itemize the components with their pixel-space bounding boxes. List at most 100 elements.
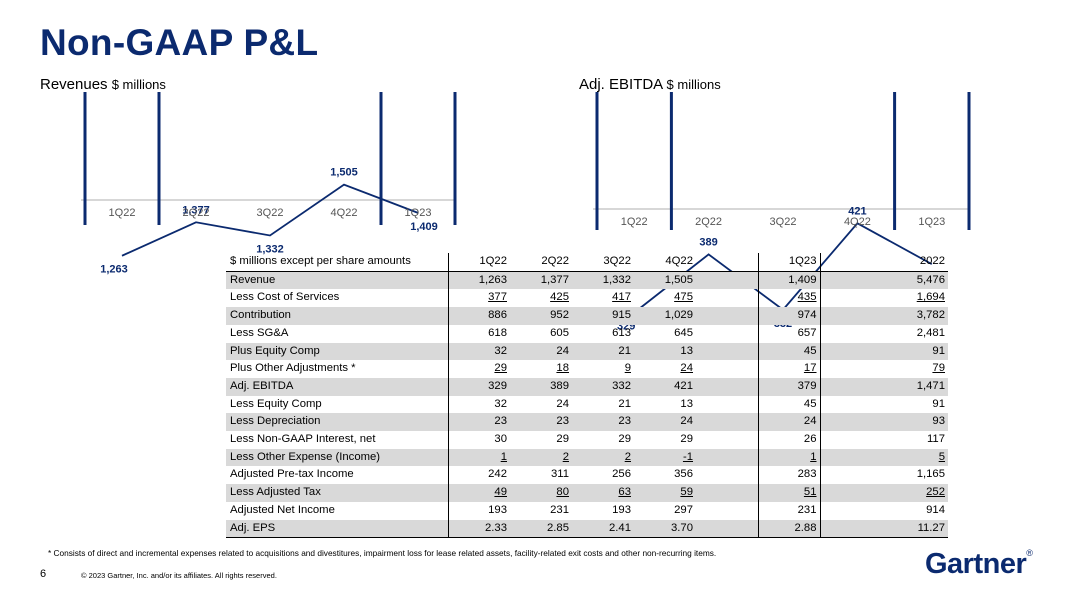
pl-value-text: 29 xyxy=(680,433,693,446)
pl-row-value: 915 xyxy=(572,307,634,325)
pl-value-text: 9 xyxy=(624,362,631,375)
pl-row-gap xyxy=(696,342,758,361)
pl-row-value: 1 xyxy=(447,448,510,467)
revenues-chart-title: Revenues $ millions xyxy=(40,76,166,93)
pl-value-text: 605 xyxy=(550,326,569,339)
data-label: 421 xyxy=(848,205,866,217)
revenues-chart-title-text: Revenues xyxy=(40,76,108,93)
pl-row-value: 3.70 xyxy=(634,519,696,539)
pl-row-value: 93 xyxy=(819,413,948,432)
pl-value-text: 297 xyxy=(674,503,693,516)
pl-value-text: 1,505 xyxy=(664,273,693,286)
pl-value-text: 914 xyxy=(926,503,945,516)
pl-row-value: 29 xyxy=(510,431,572,449)
ebitda-chart-title-text: Adj. EBITDA xyxy=(579,76,663,93)
pl-value-text: 242 xyxy=(488,468,507,481)
pl-row-value: 417 xyxy=(572,289,634,307)
ebitda-line-chart: 3293893324213791Q222Q223Q224Q221Q23 xyxy=(593,92,971,333)
pl-row-value: 32 xyxy=(447,395,510,414)
pl-table-row: Adj. EPS 2.33 2.85 2.41 3.70 2.88 11.27 xyxy=(226,519,948,539)
pl-value-text: 26 xyxy=(803,433,817,446)
pl-row-gap xyxy=(696,448,758,467)
pl-row-value: 3,782 xyxy=(819,307,948,325)
pl-row-value: 1,165 xyxy=(819,466,948,485)
pl-value-text: 283 xyxy=(797,468,817,481)
pl-row-value: 379 xyxy=(757,377,820,396)
revenues-line-chart: 1,263 1,377 1,332 1,505 1,409 1Q22 2Q22 3Q22 4Q2… xyxy=(81,92,457,276)
pl-row-value: 914 xyxy=(819,501,948,520)
pl-row-value: 24 xyxy=(510,342,572,361)
pl-row-label: Less Depreciation xyxy=(226,413,448,432)
pl-row-label: Less Other Expense (Income) xyxy=(226,448,448,467)
pl-value-text: 379 xyxy=(797,379,817,392)
pl-value-text: 1,165 xyxy=(916,468,945,481)
pl-value-text: 23 xyxy=(618,415,631,428)
pl-row-label: Less SG&A xyxy=(230,326,289,339)
pl-row-value: 645 xyxy=(634,325,696,343)
pl-row-value: -1 xyxy=(634,448,696,467)
pl-header-period: 4Q22 xyxy=(634,253,696,272)
pl-row-value: 1,471 xyxy=(819,377,948,396)
pl-row-value: 377 xyxy=(447,289,510,308)
pl-row-value: 1,409 xyxy=(757,271,820,290)
pl-row-value: 2.33 xyxy=(447,519,510,539)
pl-row-value: 24 xyxy=(634,360,696,378)
pl-header-period: 2Q22 xyxy=(510,253,572,272)
pl-row-gap xyxy=(696,360,758,378)
pl-row-value: 49 xyxy=(447,484,510,502)
pl-row-gap xyxy=(696,431,758,449)
pl-table-row: Plus Other Adjustments * 29 18 9 24 17 79 xyxy=(226,360,948,378)
pl-value-text: 256 xyxy=(612,468,631,481)
pl-row-label: Adj. EPS xyxy=(226,519,448,539)
pl-row-label: Contribution xyxy=(226,307,448,325)
pl-row-value: 613 xyxy=(572,325,634,343)
pl-header-label: $ millions except per share amounts xyxy=(226,253,448,272)
pl-row-value: 79 xyxy=(819,360,948,378)
pl-value-text: 1 xyxy=(810,450,817,463)
pl-value-text: 252 xyxy=(926,486,945,499)
x-tick-label: 1Q23 xyxy=(918,216,945,228)
pl-row-gap xyxy=(696,289,758,307)
pl-row-value: 59 xyxy=(634,484,696,502)
pl-row-value: 389 xyxy=(510,377,572,396)
pl-table: $ millions except per share amounts 1Q22 2… xyxy=(226,253,948,539)
data-label: 1,505 xyxy=(330,167,358,179)
pl-value-text: 613 xyxy=(612,326,631,339)
pl-row-value: 2 xyxy=(510,448,572,467)
data-label: 389 xyxy=(699,236,717,248)
pl-table-row: Less SG&A 618 605 613 645 657 2,481 xyxy=(226,324,948,343)
pl-row-value: 1,029 xyxy=(634,307,696,325)
pl-value-text: 915 xyxy=(612,309,631,322)
pl-value-text: 421 xyxy=(674,379,693,392)
pl-row-value: 421 xyxy=(634,377,696,396)
pl-value-text: 80 xyxy=(556,486,569,499)
pl-value-text: 5,476 xyxy=(916,273,945,286)
pl-value-text: 311 xyxy=(550,468,569,481)
pl-value-text: 193 xyxy=(612,503,631,516)
pl-row-value: 605 xyxy=(510,325,572,343)
pl-row-value: 297 xyxy=(634,502,696,520)
pl-value-text: 45 xyxy=(803,397,817,410)
pl-value-text: 18 xyxy=(556,362,569,375)
pl-row-value: 435 xyxy=(757,289,820,308)
pl-value-text: 49 xyxy=(494,486,507,499)
pl-value-text: 2.85 xyxy=(547,521,569,534)
pl-value-text: 24 xyxy=(803,415,817,428)
pl-row-value: 24 xyxy=(634,413,696,432)
pl-row-gap xyxy=(696,413,758,432)
pl-row-value: 329 xyxy=(447,377,510,396)
revenues-chart-unit: $ millions xyxy=(111,77,166,92)
copyright: © 2023 Gartner, Inc. and/or its affiliat… xyxy=(81,571,277,580)
pl-row-value: 2.41 xyxy=(572,519,634,539)
x-tick-label: 3Q22 xyxy=(770,216,797,228)
pl-row-value: 91 xyxy=(819,395,948,414)
pl-header-period: 1Q23 xyxy=(757,253,820,272)
pl-value-text: 11.27 xyxy=(917,521,945,534)
pl-row-value: 2.85 xyxy=(510,519,572,539)
pl-value-text: 425 xyxy=(550,291,569,304)
pl-row-value: 80 xyxy=(510,484,572,502)
pl-value-text: 1 xyxy=(500,450,507,463)
pl-table-row: Plus Equity Comp 32 24 21 13 45 91 xyxy=(226,342,948,361)
pl-value-text: 51 xyxy=(803,486,817,499)
x-tick-label: 1Q23 xyxy=(405,207,432,219)
